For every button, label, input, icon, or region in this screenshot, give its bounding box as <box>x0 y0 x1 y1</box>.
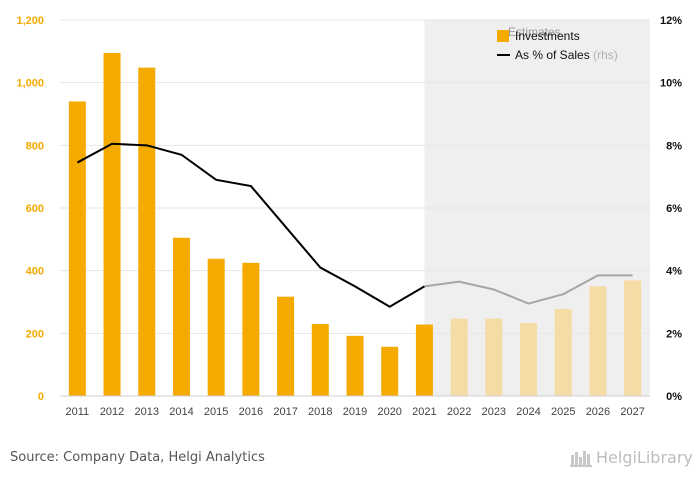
bar-investments <box>624 280 642 396</box>
right-axis-tick-label: 0% <box>666 391 682 403</box>
left-axis-tick-label: 1,200 <box>16 15 44 27</box>
x-axis-tick-label: 2019 <box>343 406 367 418</box>
x-axis-tick-label: 2022 <box>447 406 471 418</box>
bar-investments <box>138 67 156 397</box>
bar-investments <box>554 308 572 396</box>
x-axis-tick-label: 2014 <box>169 406 193 418</box>
logo-icon <box>570 450 592 467</box>
legend-label-as-pct-of-sales: As % of Sales (rhs) <box>515 48 618 62</box>
estimates-label: Estimates <box>508 25 561 39</box>
bar-investments <box>520 322 538 396</box>
bar-investments <box>450 318 468 396</box>
right-axis-tick-label: 2% <box>666 328 682 340</box>
bar-investments <box>381 346 399 396</box>
line-as-pct-of-sales <box>76 142 425 308</box>
bar-investments <box>346 335 364 396</box>
x-axis-tick-label: 2015 <box>204 406 228 418</box>
right-axis-tick-label: 6% <box>666 203 682 215</box>
left-axis-tick-label: 200 <box>26 328 44 340</box>
x-axis-tick-label: 2016 <box>239 406 263 418</box>
bar-investments <box>207 258 225 396</box>
legend-label-investments: Investments <box>515 29 580 43</box>
line-as-pct-of-sales-estimate <box>424 274 633 305</box>
x-axis-tick-label: 2020 <box>377 406 401 418</box>
x-axis-tick-label: 2012 <box>100 406 124 418</box>
bar-investments <box>589 286 607 396</box>
x-axis-tick-label: 2025 <box>551 406 575 418</box>
bar-investments <box>172 237 190 396</box>
x-axis-tick-label: 2011 <box>66 406 90 418</box>
legend-swatch-investments <box>497 30 509 42</box>
x-axis-tick-label: 2013 <box>135 406 159 418</box>
bar-investments <box>311 323 329 396</box>
bar-investments <box>277 296 295 396</box>
left-axis-tick-label: 600 <box>26 203 44 215</box>
x-axis-tick-label: 2026 <box>586 406 610 418</box>
source-note: Source: Company Data, Helgi Analytics <box>10 450 265 465</box>
bar-investments <box>242 262 260 396</box>
right-axis-tick-label: 12% <box>660 15 682 27</box>
right-axis-tick-label: 10% <box>660 78 682 90</box>
left-axis-tick-label: 400 <box>26 266 44 278</box>
x-axis-tick-label: 2018 <box>308 406 332 418</box>
x-axis-tick-label: 2023 <box>482 406 506 418</box>
bar-investments <box>68 101 86 396</box>
bar-investments <box>415 324 433 396</box>
helgi-library-logo: HelgiLibrary <box>570 448 693 467</box>
x-axis-tick-label: 2017 <box>273 406 297 418</box>
right-axis-tick-label: 4% <box>666 266 682 278</box>
left-axis-tick-label: 0 <box>38 391 44 403</box>
bar-investments <box>485 318 503 396</box>
x-axis-tick-label: 2027 <box>620 406 644 418</box>
right-axis-tick-label: 8% <box>666 140 682 152</box>
left-axis-tick-label: 800 <box>26 140 44 152</box>
x-axis-tick-label: 2021 <box>412 406 436 418</box>
logo-text: HelgiLibrary <box>596 448 693 467</box>
left-axis-tick-label: 1,000 <box>16 78 44 90</box>
bar-investments <box>103 52 121 397</box>
x-axis-tick-label: 2024 <box>516 406 540 418</box>
